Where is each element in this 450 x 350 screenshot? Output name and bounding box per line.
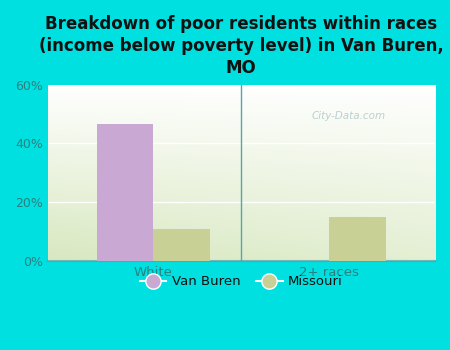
Bar [329, 217, 386, 261]
Legend: Van Buren, Missouri: Van Buren, Missouri [135, 270, 348, 294]
Text: City-Data.com: City-Data.com [311, 111, 385, 121]
Bar [153, 229, 210, 261]
Bar [97, 124, 153, 261]
Title: Breakdown of poor residents within races
(income below poverty level) in Van Bur: Breakdown of poor residents within races… [39, 15, 444, 77]
